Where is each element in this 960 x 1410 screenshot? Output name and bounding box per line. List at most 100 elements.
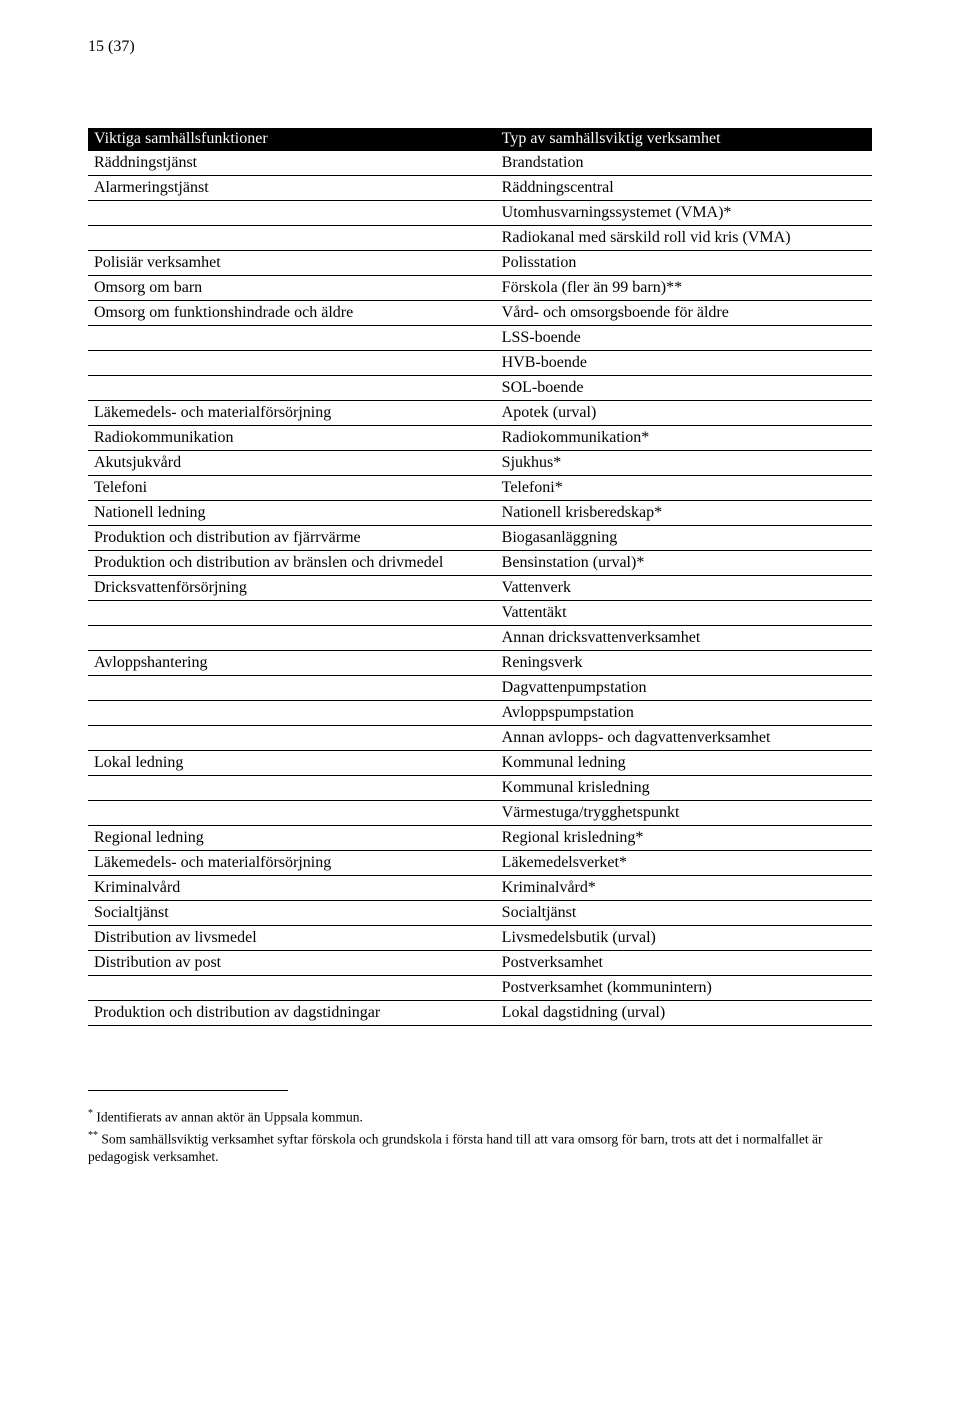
table-row: Distribution av livsmedelLivsmedelsbutik… xyxy=(88,926,872,951)
cell-left xyxy=(88,701,496,726)
cell-left: Avloppshantering xyxy=(88,651,496,676)
cell-left xyxy=(88,226,496,251)
cell-right: Avloppspumpstation xyxy=(496,701,872,726)
cell-left xyxy=(88,626,496,651)
cell-right: Radiokommunikation* xyxy=(496,426,872,451)
cell-left: Distribution av livsmedel xyxy=(88,926,496,951)
cell-left xyxy=(88,201,496,226)
cell-left xyxy=(88,326,496,351)
header-left: Viktiga samhällsfunktioner xyxy=(88,128,496,151)
cell-left xyxy=(88,726,496,751)
cell-right: Vattenverk xyxy=(496,576,872,601)
cell-left: Polisiär verksamhet xyxy=(88,251,496,276)
cell-right: Lokal dagstidning (urval) xyxy=(496,1001,872,1026)
cell-right: Biogasanläggning xyxy=(496,526,872,551)
cell-right: Brandstation xyxy=(496,151,872,176)
table-row: AvloppshanteringReningsverk xyxy=(88,651,872,676)
cell-left: Produktion och distribution av fjärrvärm… xyxy=(88,526,496,551)
page-number: 15 (37) xyxy=(88,38,872,56)
cell-left: Distribution av post xyxy=(88,951,496,976)
cell-right: LSS-boende xyxy=(496,326,872,351)
cell-right: Postverksamhet xyxy=(496,951,872,976)
cell-right: Annan avlopps- och dagvattenverksamhet xyxy=(496,726,872,751)
cell-right: Socialtjänst xyxy=(496,901,872,926)
table-row: Avloppspumpstation xyxy=(88,701,872,726)
footnote-2-marker: ** xyxy=(88,1130,98,1141)
cell-right: Kommunal ledning xyxy=(496,751,872,776)
cell-left: Räddningstjänst xyxy=(88,151,496,176)
cell-left: Produktion och distribution av bränslen … xyxy=(88,551,496,576)
cell-left xyxy=(88,601,496,626)
cell-left: Omsorg om barn xyxy=(88,276,496,301)
cell-left xyxy=(88,676,496,701)
table-row: RäddningstjänstBrandstation xyxy=(88,151,872,176)
table-row: Annan dricksvattenverksamhet xyxy=(88,626,872,651)
footnote-separator xyxy=(88,1090,288,1091)
cell-right: Sjukhus* xyxy=(496,451,872,476)
cell-right: HVB-boende xyxy=(496,351,872,376)
table-row: KriminalvårdKriminalvård* xyxy=(88,876,872,901)
table-row: Regional ledningRegional krisledning* xyxy=(88,826,872,851)
cell-left: Läkemedels- och materialförsörjning xyxy=(88,401,496,426)
cell-left xyxy=(88,776,496,801)
cell-left: Dricksvattenförsörjning xyxy=(88,576,496,601)
cell-right: Annan dricksvattenverksamhet xyxy=(496,626,872,651)
cell-left: Alarmeringstjänst xyxy=(88,176,496,201)
document-page: 15 (37) Viktiga samhällsfunktioner Typ a… xyxy=(0,0,960,1209)
cell-left: Socialtjänst xyxy=(88,901,496,926)
table-row: Polisiär verksamhetPolisstation xyxy=(88,251,872,276)
footnote-2: ** Som samhällsviktig verksamhet syftar … xyxy=(88,1129,872,1167)
table-row: Produktion och distribution av fjärrvärm… xyxy=(88,526,872,551)
cell-left: Produktion och distribution av dagstidni… xyxy=(88,1001,496,1026)
cell-right: Räddningscentral xyxy=(496,176,872,201)
table-header-row: Viktiga samhällsfunktioner Typ av samhäl… xyxy=(88,128,872,151)
footnote-1: * Identifierats av annan aktör än Uppsal… xyxy=(88,1107,872,1127)
cell-right: Reningsverk xyxy=(496,651,872,676)
cell-left: Läkemedels- och materialförsörjning xyxy=(88,851,496,876)
table-row: Omsorg om barnFörskola (fler än 99 barn)… xyxy=(88,276,872,301)
table-row: Distribution av postPostverksamhet xyxy=(88,951,872,976)
cell-right: Vattentäkt xyxy=(496,601,872,626)
cell-right: Förskola (fler än 99 barn)** xyxy=(496,276,872,301)
cell-right: Nationell krisberedskap* xyxy=(496,501,872,526)
table-row: HVB-boende xyxy=(88,351,872,376)
table-row: Nationell ledningNationell krisberedskap… xyxy=(88,501,872,526)
footnotes: * Identifierats av annan aktör än Uppsal… xyxy=(88,1107,872,1167)
cell-right: Värmestuga/trygghetspunkt xyxy=(496,801,872,826)
cell-right: Utomhusvarningssystemet (VMA)* xyxy=(496,201,872,226)
table-row: Lokal ledningKommunal ledning xyxy=(88,751,872,776)
table-row: AlarmeringstjänstRäddningscentral xyxy=(88,176,872,201)
table-row: Utomhusvarningssystemet (VMA)* xyxy=(88,201,872,226)
table-row: Vattentäkt xyxy=(88,601,872,626)
cell-left: Lokal ledning xyxy=(88,751,496,776)
table-row: Produktion och distribution av dagstidni… xyxy=(88,1001,872,1026)
footnote-2-text: Som samhällsviktig verksamhet syftar för… xyxy=(88,1131,822,1164)
header-right: Typ av samhällsviktig verksamhet xyxy=(496,128,872,151)
table-row: Dagvattenpumpstation xyxy=(88,676,872,701)
table-row: SOL-boende xyxy=(88,376,872,401)
cell-right: Kriminalvård* xyxy=(496,876,872,901)
cell-left: Telefoni xyxy=(88,476,496,501)
cell-left xyxy=(88,376,496,401)
cell-left: Radiokommunikation xyxy=(88,426,496,451)
cell-left: Nationell ledning xyxy=(88,501,496,526)
cell-left xyxy=(88,351,496,376)
cell-left xyxy=(88,976,496,1001)
cell-right: Telefoni* xyxy=(496,476,872,501)
table-row: Omsorg om funktionshindrade och äldreVår… xyxy=(88,301,872,326)
table-row: Läkemedels- och materialförsörjningLäkem… xyxy=(88,851,872,876)
table-row: Kommunal krisledning xyxy=(88,776,872,801)
cell-right: SOL-boende xyxy=(496,376,872,401)
cell-right: Regional krisledning* xyxy=(496,826,872,851)
cell-left xyxy=(88,801,496,826)
table-row: Radiokanal med särskild roll vid kris (V… xyxy=(88,226,872,251)
table-row: AkutsjukvårdSjukhus* xyxy=(88,451,872,476)
cell-right: Bensinstation (urval)* xyxy=(496,551,872,576)
table-row: Läkemedels- och materialförsörjningApote… xyxy=(88,401,872,426)
cell-left: Regional ledning xyxy=(88,826,496,851)
cell-left: Akutsjukvård xyxy=(88,451,496,476)
table-row: Annan avlopps- och dagvattenverksamhet xyxy=(88,726,872,751)
cell-right: Livsmedelsbutik (urval) xyxy=(496,926,872,951)
table-row: LSS-boende xyxy=(88,326,872,351)
table-row: Värmestuga/trygghetspunkt xyxy=(88,801,872,826)
